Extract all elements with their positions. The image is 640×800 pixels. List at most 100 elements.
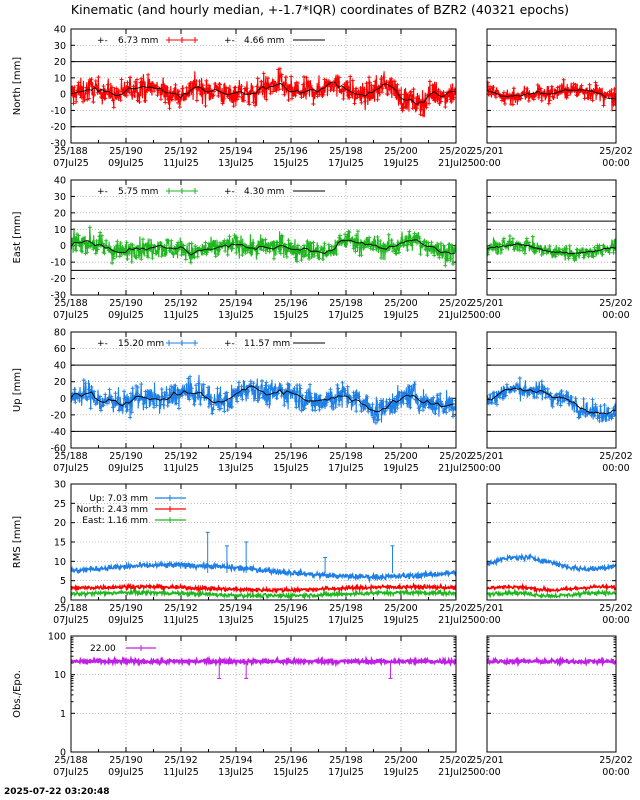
main-panel-frame <box>70 28 457 144</box>
legend-marker <box>168 188 196 194</box>
y-tick-label: 10 <box>54 73 66 84</box>
x-tick-label: 25/202 <box>599 451 632 462</box>
x-tick-label: 19Jul25 <box>383 615 419 626</box>
rms-series-line <box>487 552 616 573</box>
x-tick-label: 07Jul25 <box>53 158 89 169</box>
legend-label: 11.57 mm <box>244 339 290 349</box>
legend-label: 15.20 mm <box>118 339 164 349</box>
x-tick-label: 00:00 <box>602 310 629 321</box>
x-tick-label: 21Jul25 <box>438 310 474 321</box>
x-tick-label: 25/200 <box>384 755 417 766</box>
x-tick-label: 25/196 <box>274 603 307 614</box>
x-tick-label: 15Jul25 <box>273 615 309 626</box>
x-tick-label: 00:00 <box>473 310 500 321</box>
x-tick-label: 09Jul25 <box>108 158 144 169</box>
y-tick-label: 40 <box>54 361 66 372</box>
main-panel-frame <box>70 483 457 601</box>
y-tick-label: -30 <box>50 291 66 302</box>
y-tick-label: 25 <box>54 499 66 510</box>
x-tick-label: 00:00 <box>473 615 500 626</box>
legend-label: North: 2.43 mm <box>77 505 149 515</box>
x-tick-label: 21Jul25 <box>438 615 474 626</box>
x-tick-label: 17Jul25 <box>328 310 364 321</box>
x-tick-label: 25/198 <box>329 298 362 309</box>
legend-prefix: +- <box>224 339 235 349</box>
x-tick-label: 25/200 <box>384 298 417 309</box>
x-tick-label: 13Jul25 <box>218 158 254 169</box>
y-tick-label: -60 <box>50 444 66 455</box>
x-tick-label: 11Jul25 <box>163 310 199 321</box>
x-tick-label: 25/202 <box>599 146 632 157</box>
x-tick-label: 11Jul25 <box>163 463 199 474</box>
x-tick-label: 17Jul25 <box>328 615 364 626</box>
x-tick-label: 19Jul25 <box>383 310 419 321</box>
y-tick-label: -40 <box>50 427 66 438</box>
legend-label: 22.00 <box>90 644 116 654</box>
x-tick-label: 07Jul25 <box>53 463 89 474</box>
x-tick-label: 00:00 <box>602 158 629 169</box>
legend-label: 5.75 mm <box>118 187 158 197</box>
zoom-panel-frame <box>486 635 617 753</box>
rms-series-line <box>71 582 456 595</box>
x-tick-label: 25/188 <box>54 451 87 462</box>
data-series <box>487 234 616 263</box>
x-tick-label: 25/202 <box>439 451 472 462</box>
data-series <box>487 77 616 112</box>
x-tick-label: 25/200 <box>384 146 417 157</box>
y-tick-label: 40 <box>54 176 66 187</box>
x-tick-label: 25/202 <box>439 603 472 614</box>
y-axis-label: North [mm] <box>12 57 23 116</box>
x-tick-label: 25/190 <box>109 298 142 309</box>
median-line <box>71 81 455 106</box>
y-tick-label: -20 <box>50 274 66 285</box>
x-tick-label: 13Jul25 <box>218 310 254 321</box>
series-markers <box>487 234 616 263</box>
y-tick-label: 10 <box>54 557 66 568</box>
y-tick-label: 10 <box>54 225 66 236</box>
y-tick-label: 10 <box>54 670 66 681</box>
x-tick-label: 25/202 <box>599 603 632 614</box>
x-tick-label: 21Jul25 <box>438 767 474 778</box>
series-markers <box>71 225 456 268</box>
x-tick-label: 25/196 <box>274 451 307 462</box>
x-tick-label: 07Jul25 <box>53 615 89 626</box>
legend-prefix: +- <box>224 36 235 46</box>
x-tick-label: 25/192 <box>164 755 197 766</box>
legend-label: 6.73 mm <box>118 36 158 46</box>
y-tick-label: 0 <box>60 394 66 405</box>
x-tick-label: 25/200 <box>384 451 417 462</box>
y-tick-label: -30 <box>50 139 66 150</box>
x-tick-label: 00:00 <box>602 463 629 474</box>
x-tick-label: 25/202 <box>439 755 472 766</box>
x-tick-label: 25/196 <box>274 298 307 309</box>
y-tick-label: 0 <box>60 748 66 759</box>
x-tick-label: 09Jul25 <box>108 463 144 474</box>
y-axis-label: Up [mm] <box>12 368 23 412</box>
x-tick-label: 25/190 <box>109 451 142 462</box>
x-tick-label: 09Jul25 <box>108 310 144 321</box>
y-tick-label: -20 <box>50 122 66 133</box>
y-tick-label: 20 <box>54 208 66 219</box>
legend-prefix: +- <box>224 187 235 197</box>
x-tick-label: 00:00 <box>473 767 500 778</box>
legend-prefix: +- <box>97 36 108 46</box>
x-tick-label: 17Jul25 <box>328 463 364 474</box>
obs-series-line <box>71 655 456 668</box>
x-tick-label: 25/194 <box>219 146 252 157</box>
chart-title: Kinematic (and hourly median, +-1.7*IQR)… <box>70 2 570 17</box>
x-tick-label: 15Jul25 <box>273 310 309 321</box>
data-series <box>71 655 456 679</box>
legend-marker <box>168 37 196 43</box>
y-tick-label: 30 <box>54 480 66 491</box>
x-tick-label: 09Jul25 <box>108 615 144 626</box>
y-tick-label: 40 <box>54 25 66 36</box>
x-tick-label: 00:00 <box>602 767 629 778</box>
timestamp: 2025-07-22 03:20:48 <box>4 787 110 797</box>
x-tick-label: 25/200 <box>384 603 417 614</box>
x-tick-label: 25/198 <box>329 146 362 157</box>
y-tick-label: 60 <box>54 344 66 355</box>
zoom-panel-frame <box>486 28 617 144</box>
x-tick-label: 25/196 <box>274 146 307 157</box>
legend-prefix: +- <box>97 187 108 197</box>
x-tick-label: 15Jul25 <box>273 158 309 169</box>
